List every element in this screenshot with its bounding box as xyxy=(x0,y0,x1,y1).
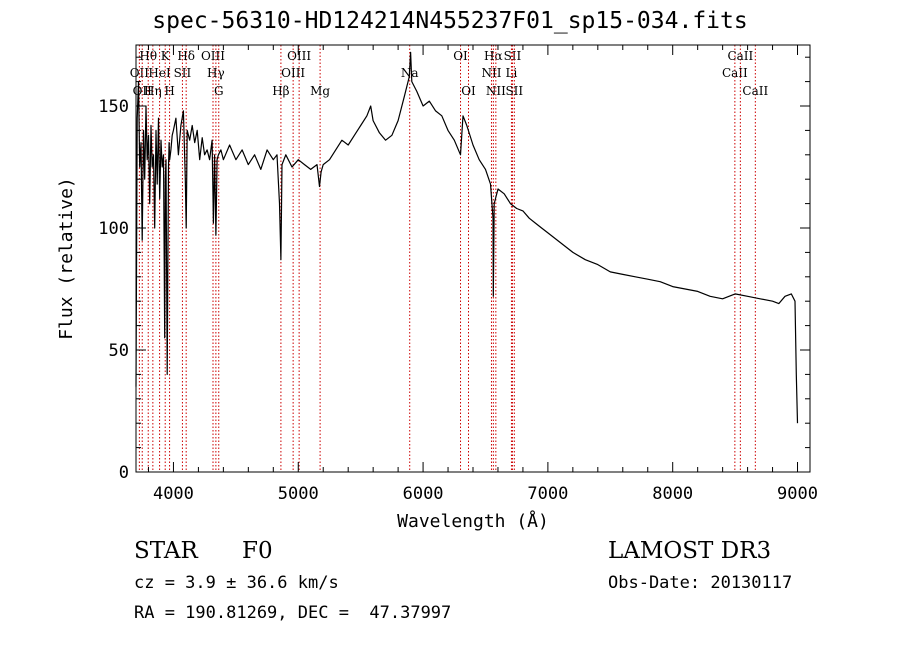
spectral-line-label: Hδ xyxy=(177,49,195,63)
y-tick-label: 50 xyxy=(109,341,129,361)
spectral-line-label: G xyxy=(214,84,224,98)
spectral-line-label: NII xyxy=(486,84,506,98)
spectral-line-label: CaII xyxy=(722,66,748,80)
spectral-line-label: Hθ xyxy=(139,49,157,63)
spectral-line-label: OIII xyxy=(287,49,311,63)
object-class-label: F0 xyxy=(242,538,273,564)
coordinates-label: RA = 190.81269, DEC = 47.37997 xyxy=(134,603,452,623)
spectral-line-label: K xyxy=(161,49,171,63)
y-axis-label: Flux (relative) xyxy=(56,177,77,340)
x-tick-label: 4000 xyxy=(153,484,194,504)
x-tick-label: 6000 xyxy=(403,484,444,504)
obs-date-label: Obs-Date: 20130117 xyxy=(608,573,793,593)
x-tick-label: 5000 xyxy=(278,484,319,504)
spectral-line-label: Hη xyxy=(144,84,162,98)
object-type-label: STAR xyxy=(134,538,198,564)
spectral-line-label: OIII xyxy=(281,66,305,80)
flux-series-line xyxy=(135,51,799,424)
spectral-line-label: CaII xyxy=(727,49,753,63)
spectral-line-label: OI xyxy=(461,84,476,98)
plot-frame xyxy=(135,44,811,473)
x-tick-label: 9000 xyxy=(777,484,818,504)
redshift-label: cz = 3.9 ± 36.6 km/s xyxy=(134,573,339,593)
spectral-line-label: CaII xyxy=(742,84,768,98)
y-tick-label: 150 xyxy=(98,97,129,117)
x-tick-label: 7000 xyxy=(527,484,568,504)
x-tick-label: 8000 xyxy=(652,484,693,504)
survey-label: LAMOST DR3 xyxy=(608,538,772,564)
spectral-line-label: SII xyxy=(505,84,523,98)
spectral-line-label: HeI xyxy=(148,66,171,80)
spectral-line-label: NII xyxy=(481,66,501,80)
spectral-line-label: SII xyxy=(174,66,192,80)
spectral-line-label: SII xyxy=(504,49,522,63)
x-axis-label: Wavelength (Å) xyxy=(397,510,549,532)
spectral-line-label: Li xyxy=(506,66,518,80)
y-tick-label: 0 xyxy=(119,463,129,483)
spectral-line-label: OIII xyxy=(201,49,225,63)
spectral-line-label: Hβ xyxy=(272,84,289,98)
chart-title: spec-56310-HD124214N455237F01_sp15-034.f… xyxy=(152,8,748,34)
spectral-line-label: OI xyxy=(453,49,468,63)
spectral-line-label: H xyxy=(164,84,174,98)
spectral-line-label: Mg xyxy=(310,84,330,98)
spectral-line-label: OII xyxy=(130,66,150,80)
spectral-line-label: Hγ xyxy=(207,66,225,80)
spectral-line-label: Hα xyxy=(484,49,503,63)
y-tick-label: 100 xyxy=(98,219,129,239)
